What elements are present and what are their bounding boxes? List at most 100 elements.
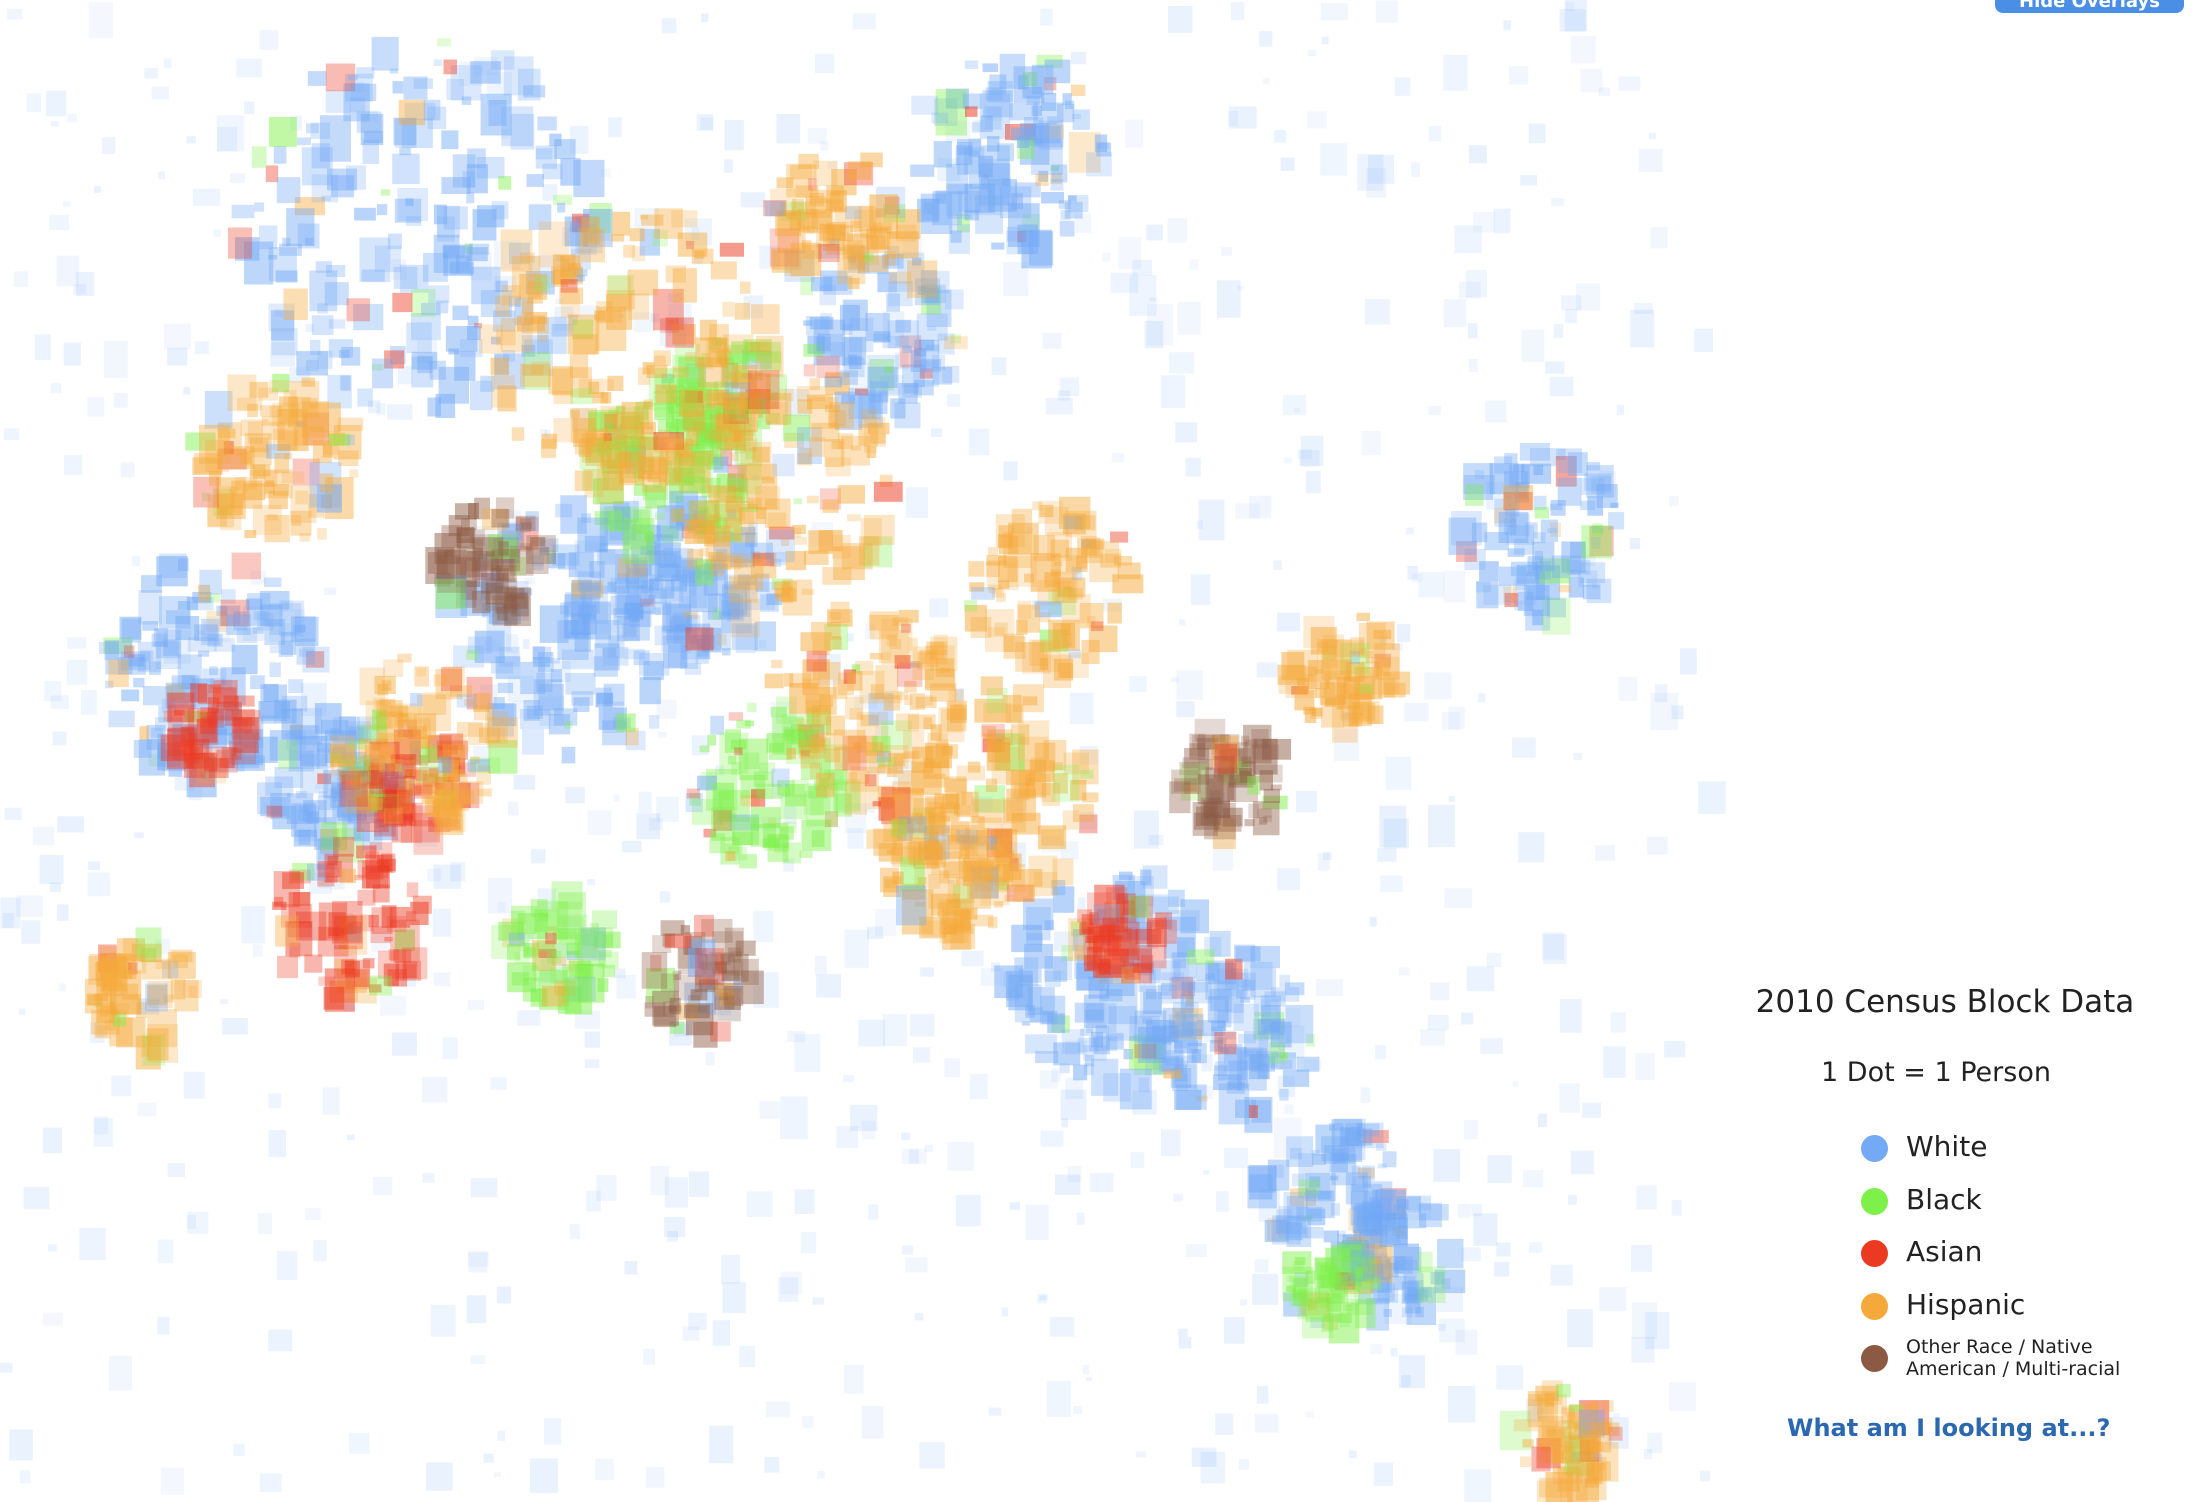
census-block	[928, 874, 961, 909]
census-block	[1233, 1003, 1260, 1031]
census-block	[614, 506, 631, 530]
census-block	[306, 123, 319, 134]
census-block	[816, 355, 840, 378]
census-block	[383, 963, 399, 986]
census-block	[275, 915, 299, 947]
census-block	[846, 633, 855, 642]
census-block	[596, 603, 617, 633]
census-block	[1700, 1470, 1711, 1482]
census-block	[685, 387, 695, 402]
census-block	[1366, 1298, 1389, 1331]
census-block	[1305, 1033, 1315, 1047]
census-block	[1638, 148, 1663, 173]
census-block	[1198, 759, 1214, 771]
census-block	[1254, 764, 1283, 783]
census-block	[1592, 523, 1603, 536]
census-block	[1290, 1188, 1317, 1207]
help-link[interactable]: What am I looking at...?	[1787, 1414, 2111, 1442]
census-block	[162, 960, 179, 979]
census-block	[1200, 797, 1222, 826]
census-block	[852, 13, 876, 30]
census-block	[273, 146, 287, 164]
census-block	[1028, 135, 1040, 147]
census-block	[221, 589, 236, 604]
census-block	[802, 240, 812, 250]
census-block	[289, 115, 302, 131]
census-block	[1513, 538, 1535, 555]
census-block	[421, 747, 438, 761]
census-block	[721, 1254, 740, 1284]
census-block	[1508, 66, 1529, 85]
census-block	[307, 863, 327, 881]
census-block	[921, 920, 947, 937]
census-block	[330, 867, 345, 890]
census-block	[299, 533, 311, 542]
census-block	[1634, 302, 1653, 314]
census-block	[802, 225, 816, 234]
census-block	[371, 907, 393, 934]
census-block	[163, 710, 183, 722]
census-block	[798, 447, 812, 465]
census-block	[596, 693, 613, 708]
census-block	[1635, 1053, 1655, 1081]
census-block	[899, 335, 922, 368]
census-block	[1217, 1009, 1232, 1028]
census-block	[1532, 609, 1544, 626]
census-block	[1257, 1386, 1269, 1404]
census-block	[887, 849, 897, 855]
census-block	[733, 430, 754, 441]
census-block	[265, 776, 294, 796]
census-block	[470, 757, 501, 774]
census-block	[760, 351, 782, 371]
census-block	[796, 386, 826, 402]
census-block	[957, 214, 970, 233]
census-block	[908, 637, 918, 652]
census-block	[560, 158, 581, 186]
census-block	[745, 532, 758, 548]
hide-overlays-button[interactable]: Hide Overlays	[1995, 0, 2184, 13]
census-block	[671, 210, 698, 228]
census-block	[1476, 581, 1499, 609]
census-block	[519, 363, 551, 387]
census-block	[1041, 92, 1057, 111]
census-block	[817, 1470, 825, 1479]
census-block	[224, 709, 255, 726]
census-block	[1503, 20, 1511, 31]
census-block	[1494, 1262, 1510, 1277]
census-block	[933, 141, 952, 168]
census-block	[759, 245, 780, 269]
census-block	[672, 354, 697, 373]
census-block	[379, 858, 396, 872]
census-block	[867, 422, 890, 435]
census-block	[216, 748, 245, 772]
census-block	[268, 1329, 293, 1352]
census-block	[1296, 790, 1317, 813]
census-block	[683, 411, 706, 431]
census-block	[490, 336, 501, 345]
census-block	[781, 586, 793, 603]
census-block	[1527, 556, 1544, 574]
census-block	[494, 354, 510, 375]
census-block	[870, 684, 885, 700]
census-block	[570, 409, 580, 419]
census-block	[674, 396, 687, 407]
census-block	[265, 480, 275, 487]
census-block	[965, 106, 978, 117]
census-block	[604, 506, 632, 545]
census-block	[734, 528, 756, 543]
census-block	[433, 864, 461, 889]
census-block	[467, 148, 486, 169]
census-block	[780, 794, 808, 820]
census-block	[987, 828, 1013, 858]
census-block	[1555, 1383, 1571, 1398]
census-block	[1610, 502, 1619, 508]
census-block	[1011, 193, 1023, 210]
census-block	[794, 1189, 815, 1214]
census-block	[1304, 709, 1317, 723]
census-block	[597, 978, 609, 992]
census-block	[724, 729, 741, 753]
census-block	[1329, 1123, 1344, 1131]
census-block	[390, 346, 406, 365]
census-block	[564, 216, 589, 247]
census-block	[272, 901, 287, 910]
